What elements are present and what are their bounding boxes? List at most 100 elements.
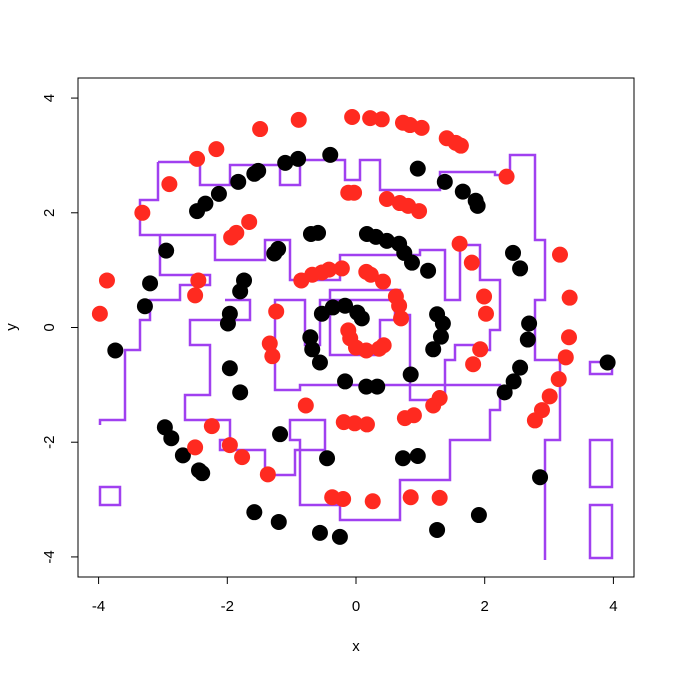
point bbox=[420, 262, 437, 279]
point bbox=[221, 360, 238, 377]
point bbox=[302, 329, 319, 346]
point bbox=[190, 272, 207, 289]
point bbox=[174, 447, 191, 464]
point bbox=[187, 439, 204, 456]
point bbox=[302, 226, 319, 243]
point bbox=[362, 110, 379, 127]
point bbox=[324, 299, 341, 316]
point bbox=[431, 390, 448, 407]
point bbox=[311, 354, 328, 371]
point bbox=[319, 450, 336, 467]
point bbox=[429, 306, 446, 323]
point bbox=[346, 184, 363, 201]
point bbox=[505, 373, 522, 390]
point bbox=[521, 315, 538, 332]
point bbox=[234, 449, 251, 466]
point bbox=[452, 137, 469, 154]
point bbox=[358, 226, 375, 243]
point bbox=[107, 342, 124, 359]
point bbox=[266, 245, 283, 262]
point bbox=[142, 275, 159, 292]
y-tick-label: -4 bbox=[41, 550, 58, 563]
point bbox=[532, 469, 549, 486]
point bbox=[346, 415, 363, 432]
plot-frame bbox=[77, 77, 635, 578]
point bbox=[463, 254, 480, 271]
point bbox=[467, 192, 484, 209]
point bbox=[358, 416, 375, 433]
point bbox=[163, 430, 180, 447]
point bbox=[259, 466, 276, 483]
point bbox=[432, 328, 449, 345]
point bbox=[333, 260, 350, 277]
point bbox=[364, 493, 381, 510]
point bbox=[232, 384, 249, 401]
point bbox=[391, 235, 408, 252]
point bbox=[353, 310, 370, 327]
point bbox=[230, 173, 247, 190]
point bbox=[158, 242, 175, 259]
point bbox=[136, 298, 153, 315]
point bbox=[512, 359, 529, 376]
point bbox=[505, 244, 522, 261]
point bbox=[561, 329, 578, 346]
point bbox=[391, 297, 408, 314]
point bbox=[561, 289, 578, 306]
point bbox=[526, 412, 543, 429]
point bbox=[405, 407, 422, 424]
point bbox=[272, 426, 289, 443]
point bbox=[311, 524, 328, 541]
point bbox=[465, 356, 482, 373]
point bbox=[375, 273, 392, 290]
point bbox=[373, 111, 390, 128]
point bbox=[369, 378, 386, 395]
point bbox=[409, 160, 426, 177]
point bbox=[470, 507, 487, 524]
point bbox=[246, 504, 263, 521]
point bbox=[322, 146, 339, 163]
point bbox=[454, 183, 471, 200]
point bbox=[252, 121, 269, 138]
point bbox=[362, 266, 379, 283]
x-tick-label: -2 bbox=[221, 598, 234, 615]
point bbox=[431, 489, 448, 506]
point bbox=[194, 465, 211, 482]
point bbox=[268, 303, 285, 320]
point bbox=[394, 450, 411, 467]
point bbox=[550, 371, 567, 388]
point bbox=[134, 204, 151, 221]
point bbox=[297, 397, 314, 414]
point bbox=[402, 366, 419, 383]
point bbox=[337, 297, 354, 314]
point bbox=[472, 341, 489, 358]
point bbox=[393, 310, 410, 327]
point bbox=[246, 165, 263, 182]
point bbox=[290, 150, 307, 167]
point bbox=[557, 349, 574, 366]
y-tick-label: 2 bbox=[41, 209, 58, 217]
point bbox=[599, 354, 616, 371]
point bbox=[91, 305, 108, 322]
x-tick-label: 4 bbox=[609, 598, 617, 615]
point bbox=[337, 373, 354, 390]
x-axis-title: x bbox=[352, 638, 360, 655]
point bbox=[512, 260, 529, 277]
y-axis-title: y bbox=[3, 323, 20, 331]
point bbox=[519, 331, 536, 348]
point bbox=[413, 119, 430, 136]
point bbox=[358, 378, 375, 395]
point bbox=[208, 141, 225, 158]
point bbox=[335, 490, 352, 507]
point bbox=[264, 348, 281, 365]
point bbox=[261, 335, 278, 352]
point bbox=[331, 528, 348, 545]
x-tick-label: 2 bbox=[481, 598, 489, 615]
point bbox=[221, 437, 238, 454]
point bbox=[232, 283, 249, 300]
x-tick-label: 0 bbox=[352, 598, 360, 615]
y-tick-label: 4 bbox=[41, 94, 58, 102]
point bbox=[241, 213, 258, 230]
point bbox=[436, 173, 453, 190]
point bbox=[189, 150, 206, 167]
